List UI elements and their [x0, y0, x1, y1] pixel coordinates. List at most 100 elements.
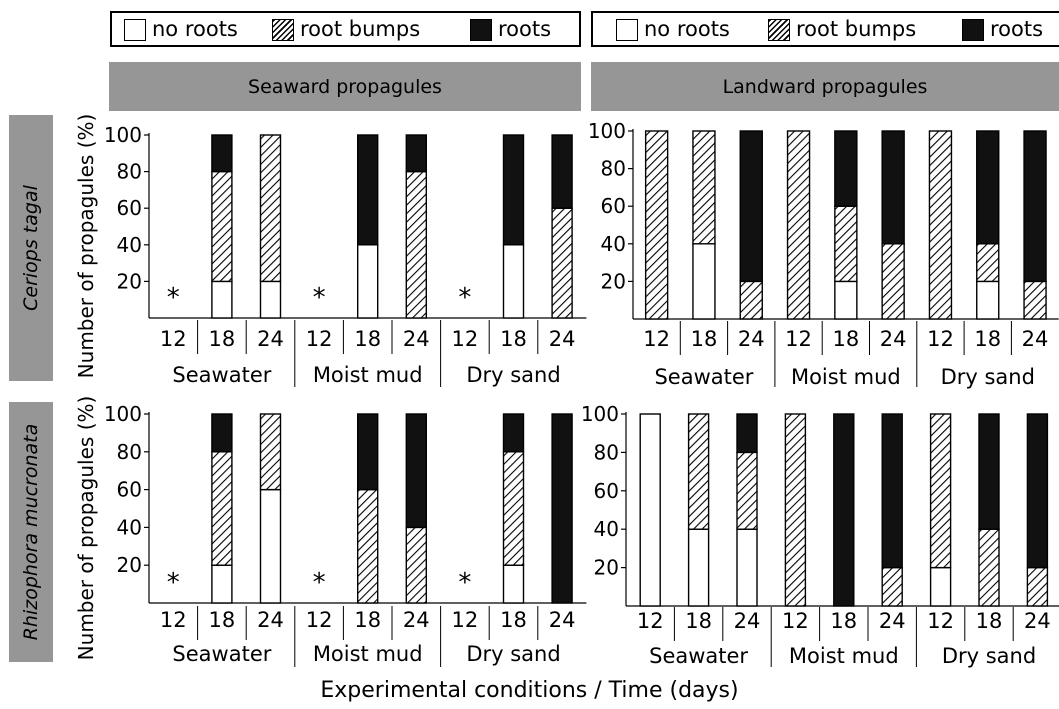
bar-segment-roots [736, 413, 758, 454]
y-tick-label: 60 [601, 194, 626, 218]
x-tick-label: 12 [643, 327, 670, 351]
missing-asterisk: * [167, 568, 180, 598]
y-tick-label: 20 [601, 269, 626, 293]
x-axis-title: Experimental conditions / Time (days) [320, 678, 739, 703]
x-tick-label: 24 [549, 608, 576, 632]
group-label: Seawater [172, 642, 271, 666]
bar-segment-no-roots [259, 488, 282, 604]
bar-segment-root-bumps [259, 413, 282, 491]
x-tick-label: 24 [257, 327, 284, 351]
group-label: Moist mud [791, 365, 901, 389]
bar-segment-root-bumps [736, 451, 758, 530]
missing-asterisk: * [458, 568, 471, 598]
bar-segment-root-bumps [687, 413, 710, 530]
x-tick-label: 12 [637, 609, 664, 633]
y-tick-label: 100 [104, 123, 142, 147]
y-tick-label: 80 [594, 440, 619, 464]
bar-segment-roots [405, 134, 427, 173]
bar-segment-no-roots [736, 528, 758, 607]
bar-segment-root-bumps [1026, 566, 1049, 607]
y-tick-label: 20 [117, 269, 142, 293]
bar-segment-no-roots [976, 280, 1000, 320]
x-tick-label: 18 [354, 327, 381, 351]
y-tick-label: 60 [117, 478, 142, 502]
bar-segment-root-bumps [881, 243, 905, 320]
group-label: Moist mud [313, 642, 423, 666]
x-tick-label: 12 [306, 608, 333, 632]
bar-segment-root-bumps [929, 413, 952, 569]
column-header-seaward: Seaward propagules [109, 62, 581, 111]
bar-segment-roots [405, 413, 427, 529]
no-roots-swatch [616, 19, 638, 41]
bar-segment-root-bumps [928, 130, 953, 320]
bar-segment-root-bumps [978, 528, 1000, 607]
group-label: Dry sand [466, 363, 560, 387]
no-roots-swatch [124, 19, 146, 41]
bar-segment-no-roots [211, 280, 233, 319]
x-tick-label: 18 [974, 327, 1001, 351]
bar-segment-no-roots [211, 564, 233, 604]
group-label: Moist mud [313, 363, 423, 387]
bar-segment-roots [978, 413, 1000, 530]
x-tick-label: 24 [403, 327, 430, 351]
y-tick-label: 80 [601, 157, 626, 181]
x-tick-label: 18 [354, 608, 381, 632]
bar-segment-root-bumps [739, 280, 763, 320]
x-tick-label: 12 [452, 327, 479, 351]
bar-segment-roots [357, 413, 379, 491]
bar-segment-root-bumps [211, 170, 233, 283]
legend-seaward: no roots root bumps roots [110, 11, 581, 47]
y-tick-label: 100 [581, 402, 619, 426]
bar-segment-roots [551, 413, 573, 604]
bar-segment-root-bumps [786, 130, 811, 320]
x-tick-label: 18 [500, 608, 527, 632]
bar-segment-roots [502, 413, 525, 453]
root-bumps-swatch [768, 19, 790, 41]
x-tick-label: 18 [832, 327, 859, 351]
bar-segment-root-bumps [357, 488, 379, 604]
x-tick-label: 18 [685, 609, 712, 633]
legend-label-no-roots: no roots [152, 17, 238, 41]
x-tick-label: 18 [209, 327, 236, 351]
x-tick-label: 18 [691, 327, 718, 351]
bar-segment-roots [881, 130, 905, 245]
x-tick-label: 12 [782, 609, 809, 633]
group-label: Moist mud [789, 644, 899, 668]
bar-segment-roots [834, 130, 858, 207]
bar-segment-no-roots [259, 280, 282, 319]
bar-segment-root-bumps [1023, 280, 1047, 320]
group-label: Seawater [654, 365, 753, 389]
group-label: Seawater [649, 644, 748, 668]
bar-segment-roots [211, 413, 233, 453]
y-tick-label: 40 [117, 233, 142, 257]
bar-segment-roots [1023, 130, 1047, 283]
x-tick-label: 24 [1022, 327, 1049, 351]
bar-segment-roots [502, 134, 525, 246]
row-label-rhizophora: Rhizophora mucronata [9, 402, 53, 662]
y-tick-label: 80 [117, 160, 142, 184]
bar-segment-root-bumps [692, 130, 716, 245]
bar-segment-no-roots [502, 244, 525, 319]
missing-asterisk: * [167, 283, 180, 313]
roots-swatch [470, 19, 492, 41]
x-tick-label: 12 [927, 327, 954, 351]
bar-segment-root-bumps [502, 451, 525, 566]
bar-segment-roots [357, 134, 379, 246]
bar-segment-no-roots [639, 413, 661, 607]
x-tick-label: 24 [880, 327, 907, 351]
missing-asterisk: * [458, 283, 471, 313]
y-tick-label: 40 [117, 515, 142, 539]
bar-segment-root-bumps [834, 205, 858, 283]
x-tick-label: 18 [209, 608, 236, 632]
bar-segment-root-bumps [259, 134, 282, 283]
x-tick-label: 12 [785, 327, 812, 351]
bar-segment-roots [976, 130, 1000, 245]
y-tick-label: 20 [117, 553, 142, 577]
bar-segment-roots [881, 413, 903, 569]
x-tick-label: 24 [734, 609, 761, 633]
legend-label-root-bumps: root bumps [300, 17, 421, 41]
row-label-ceriops: Ceriops tagal [9, 115, 53, 381]
y-tick-label: 40 [601, 232, 626, 256]
y-tick-label: 60 [594, 479, 619, 503]
x-tick-label: 24 [738, 327, 765, 351]
